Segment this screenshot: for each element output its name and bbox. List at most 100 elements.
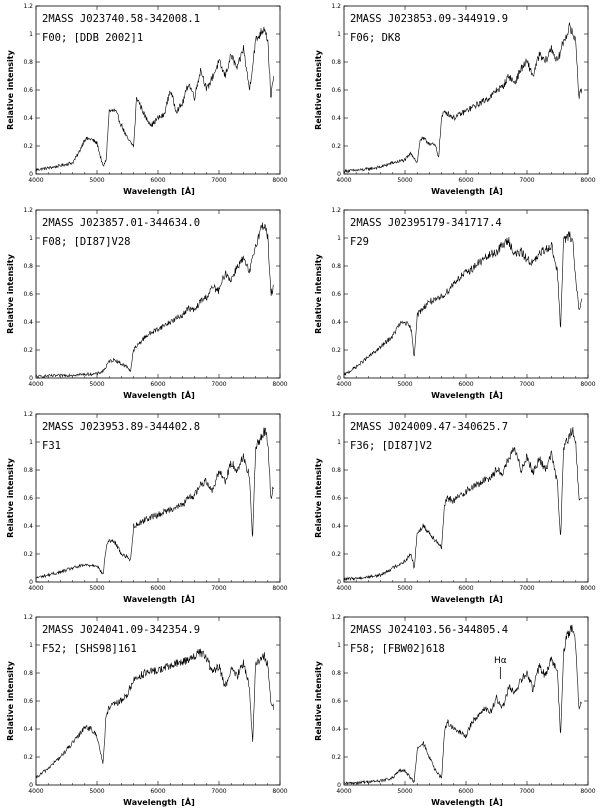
spectrum-line: [35, 222, 274, 379]
y-axis-label: Relative intensity: [6, 253, 15, 333]
panel-title-id: F58; [FBW02]618: [350, 643, 445, 655]
x-axis-unit: [Å]: [489, 186, 503, 196]
x-axis-unit: [Å]: [489, 390, 503, 400]
y-tick-label: 0.8: [23, 670, 33, 677]
spectrum-panel-3: 4000 5000 6000 7000 8000 0 0.2 0.4 0.6 0.8 1 1.2 Wav…: [6, 207, 288, 400]
y-tick-label: 0.8: [331, 670, 341, 677]
x-tick-label: 4000: [336, 177, 351, 184]
x-tick-label: 4000: [336, 788, 351, 795]
spectrum-line: [343, 426, 582, 582]
spectrum-panel-2: 4000 5000 6000 7000 8000 0 0.2 0.4 0.6 0.8 1 1.2 Wav…: [314, 3, 596, 196]
plot-frame: [343, 209, 589, 379]
y-axis-label: Relative intensity: [314, 49, 323, 129]
y-tick-label: 0: [337, 375, 341, 382]
y-tick-label: 0.8: [331, 59, 341, 66]
y-tick-label: 1.2: [331, 411, 341, 418]
spectrum-line: [343, 22, 582, 174]
y-tick-label: 0.6: [331, 495, 341, 502]
panel-title-object: 2MASS J023953.89-344402.8: [42, 421, 200, 433]
y-tick-label: 0.6: [331, 87, 341, 94]
x-axis-label: Wavelength: [123, 798, 177, 807]
y-tick-label: 0.6: [23, 291, 33, 298]
y-tick-label: 0.2: [23, 347, 33, 354]
panel-title-object: 2MASS J024041.09-342354.9: [42, 624, 200, 636]
spectrum-line: [343, 624, 582, 786]
y-axis-label: Relative intensity: [314, 253, 323, 333]
spectrum-panel-1: 4000 5000 6000 7000 8000 0 0.2 0.4 0.6 0.8 1 1.2 Wav…: [6, 3, 288, 196]
spectrum-panel-7: 4000 5000 6000 7000 8000 0 0.2 0.4 0.6 0.8 1 1.2 Wav…: [6, 614, 288, 807]
y-axis-label: Relative intensity: [314, 660, 323, 740]
x-tick-label: 5000: [89, 177, 104, 184]
x-axis-unit: [Å]: [181, 797, 195, 807]
spectrum-line: [35, 648, 274, 779]
x-tick-label: 7000: [211, 177, 226, 184]
x-tick-label: 8000: [580, 585, 595, 592]
y-tick-label: 1.2: [331, 3, 341, 10]
y-tick-label: 0: [29, 171, 33, 178]
y-tick-label: 0.6: [23, 698, 33, 705]
spectrum-panel-4: 4000 5000 6000 7000 8000 0 0.2 0.4 0.6 0.8 1 1.2 Wav…: [314, 207, 596, 400]
x-tick-label: 8000: [580, 788, 595, 795]
y-tick-label: 0.6: [23, 495, 33, 502]
y-tick-label: 0.2: [331, 551, 341, 558]
panel-title-id: F29: [350, 236, 369, 248]
panel-title-id: F36; [DI87]V2: [350, 440, 432, 452]
x-tick-label: 8000: [272, 177, 287, 184]
y-tick-label: 0.4: [331, 726, 341, 733]
y-tick-label: 0: [29, 782, 33, 789]
spectrum-line: [35, 427, 274, 579]
panel-title-id: F00; [DDB 2002]1: [42, 32, 143, 44]
y-tick-label: 0: [29, 375, 33, 382]
x-tick-label: 5000: [89, 585, 104, 592]
x-axis-unit: [Å]: [489, 797, 503, 807]
x-tick-label: 5000: [397, 585, 412, 592]
x-tick-label: 7000: [519, 177, 534, 184]
panel-title-id: F31: [42, 440, 61, 452]
y-tick-label: 0.4: [331, 319, 341, 326]
x-tick-label: 5000: [89, 381, 104, 388]
y-tick-label: 1: [337, 235, 341, 242]
spectrum-panel-5: 4000 5000 6000 7000 8000 0 0.2 0.4 0.6 0.8 1 1.2 Wav…: [6, 411, 288, 604]
y-tick-label: 1: [29, 31, 33, 38]
y-tick-label: 0.8: [23, 467, 33, 474]
spectrum-line: [35, 26, 274, 172]
x-axis-label: Wavelength: [123, 595, 177, 604]
y-tick-label: 0.4: [331, 115, 341, 122]
y-tick-label: 0: [29, 579, 33, 586]
y-tick-label: 0.4: [23, 319, 33, 326]
x-axis-label: Wavelength: [431, 187, 485, 196]
x-tick-label: 8000: [272, 381, 287, 388]
y-tick-label: 1.2: [331, 614, 341, 621]
panel-title-object: 2MASS J023857.01-344634.0: [42, 217, 200, 229]
y-tick-label: 1.2: [23, 207, 33, 214]
x-tick-label: 5000: [397, 177, 412, 184]
x-tick-label: 4000: [28, 381, 43, 388]
y-tick-label: 1.2: [23, 614, 33, 621]
y-tick-label: 1.2: [331, 207, 341, 214]
y-tick-label: 0.8: [331, 467, 341, 474]
x-tick-label: 4000: [28, 788, 43, 795]
y-axis-label: Relative intensity: [6, 457, 15, 537]
y-tick-label: 0.4: [331, 523, 341, 530]
y-tick-label: 1: [29, 439, 33, 446]
x-tick-label: 8000: [580, 177, 595, 184]
y-tick-label: 0.8: [23, 59, 33, 66]
x-axis-label: Wavelength: [431, 391, 485, 400]
x-tick-label: 6000: [458, 381, 473, 388]
y-axis-label: Relative intensity: [6, 660, 15, 740]
x-tick-label: 5000: [397, 788, 412, 795]
x-tick-label: 4000: [28, 177, 43, 184]
y-tick-label: 0.2: [331, 347, 341, 354]
panel-title-object: 2MASS J02395179-341717.4: [350, 217, 502, 229]
y-tick-label: 0.2: [23, 143, 33, 150]
x-axis-unit: [Å]: [489, 594, 503, 604]
x-axis-unit: [Å]: [181, 594, 195, 604]
y-tick-label: 0.4: [23, 115, 33, 122]
halpha-annotation: Hα: [494, 656, 507, 666]
x-tick-label: 6000: [150, 381, 165, 388]
y-tick-label: 1: [337, 642, 341, 649]
y-axis-label: Relative intensity: [314, 457, 323, 537]
plot-frame: [35, 413, 281, 583]
x-tick-label: 7000: [519, 381, 534, 388]
